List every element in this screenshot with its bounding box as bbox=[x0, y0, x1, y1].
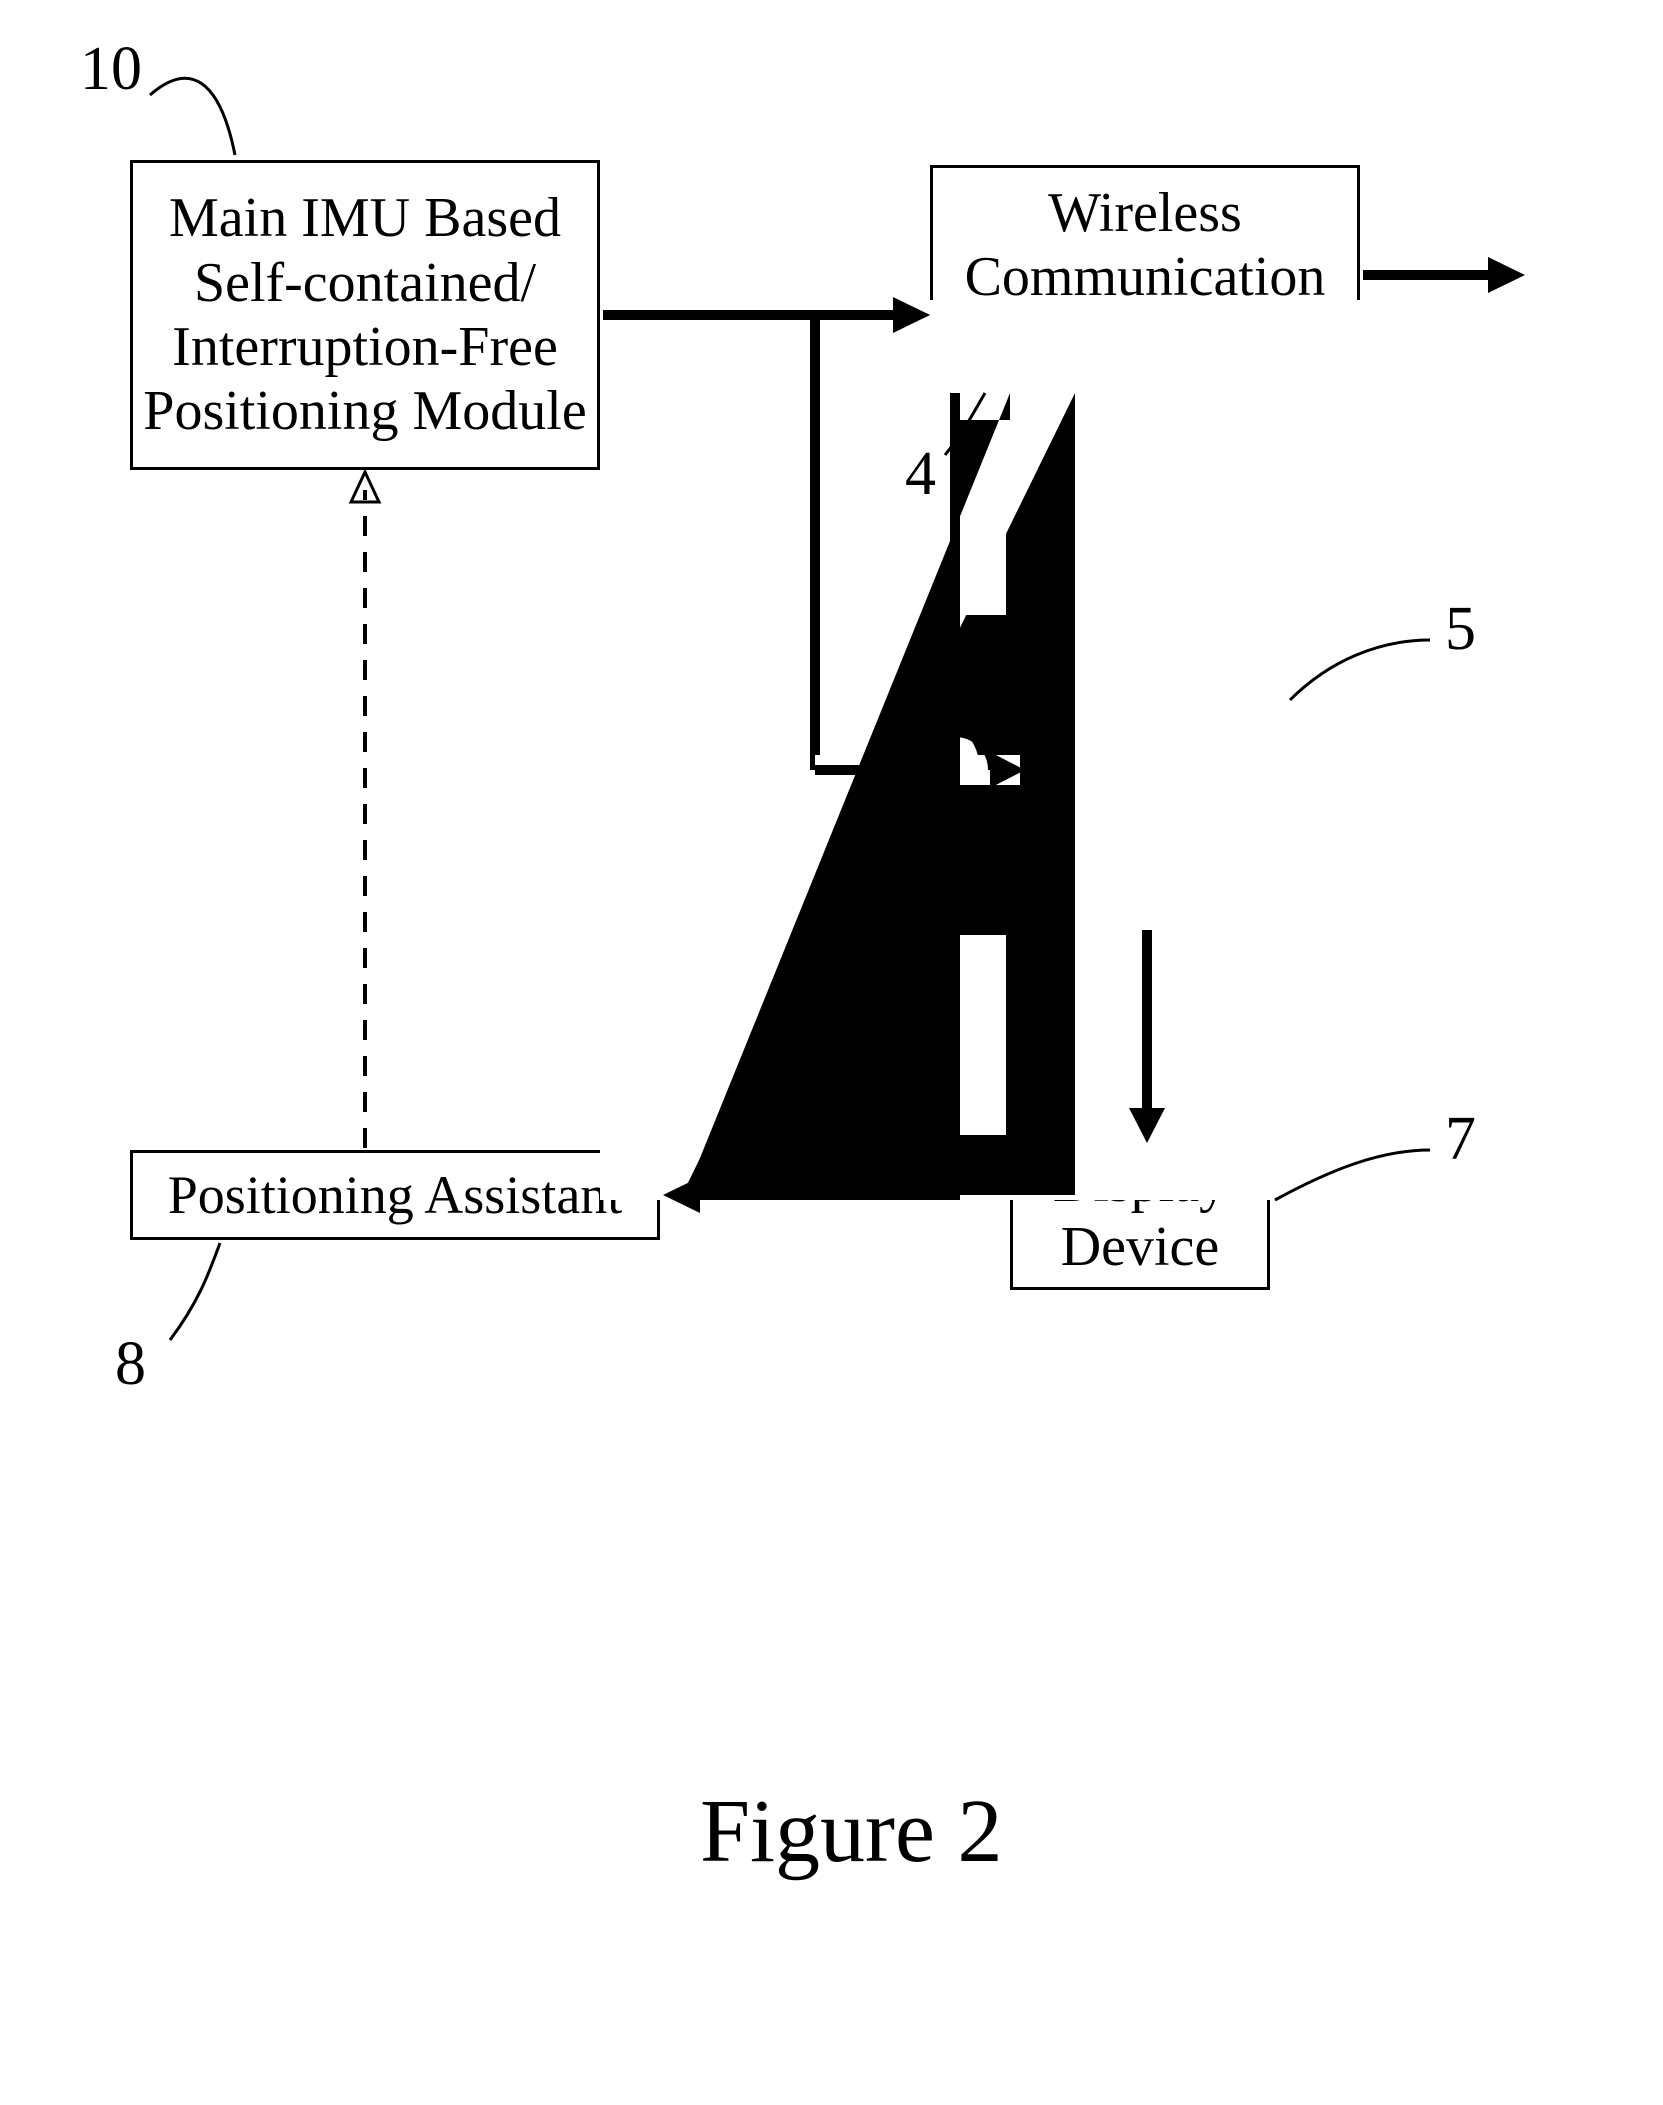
callout-leader-7 bbox=[1275, 1150, 1430, 1200]
callout-10: 10 bbox=[80, 35, 142, 103]
text-line: Device bbox=[1053, 1215, 1227, 1279]
node-posassist-text: Positioning Assistant bbox=[168, 1164, 623, 1226]
callout-leader-8 bbox=[170, 1243, 220, 1340]
callout-5: 5 bbox=[1445, 595, 1476, 663]
node-display: Display Device bbox=[1010, 1140, 1270, 1290]
text-line: Interruption-Free bbox=[143, 315, 586, 379]
node-wireless: Wireless Communication Device bbox=[930, 165, 1360, 390]
arrowhead bbox=[663, 1177, 700, 1213]
callout-8: 8 bbox=[115, 1330, 146, 1398]
node-display-text: Display Device bbox=[1053, 1151, 1227, 1280]
arrowhead bbox=[893, 297, 930, 333]
text-line: Database bbox=[1045, 785, 1250, 847]
node-imu: Main IMU Based Self-contained/ Interrupt… bbox=[130, 160, 600, 470]
diagram-canvas: Main IMU Based Self-contained/ Interrupt… bbox=[0, 0, 1663, 2105]
arrowhead-open bbox=[351, 472, 379, 502]
text-line: Main IMU Based bbox=[143, 186, 586, 250]
text-line: Positioning Module bbox=[143, 379, 586, 443]
text-line: Display bbox=[1053, 1151, 1227, 1215]
callout-7: 7 bbox=[1445, 1105, 1476, 1173]
node-imu-text: Main IMU Based Self-contained/ Interrupt… bbox=[143, 186, 586, 444]
text-line: Wireless bbox=[965, 181, 1326, 245]
edge-branch-bump bbox=[885, 730, 965, 770]
text-line: Self-contained/ bbox=[143, 251, 586, 315]
text-line: Communication bbox=[965, 245, 1326, 309]
callout-leader-10 bbox=[150, 78, 235, 155]
edge-wireless-to-positioning-assistant bbox=[760, 393, 1060, 430]
text-line: Device bbox=[965, 310, 1326, 374]
text-line: Map bbox=[1089, 721, 1192, 783]
text-line: Positioning Assistant bbox=[168, 1164, 623, 1226]
edge-wireless-to-posassist bbox=[682, 393, 1043, 1135]
node-wireless-text: Wireless Communication Device bbox=[965, 181, 1326, 374]
figure-caption: Figure 2 bbox=[700, 1780, 1002, 1883]
arrowhead bbox=[1488, 257, 1525, 293]
callout-leader-4 bbox=[945, 393, 985, 455]
edge-wireless-to-posassist bbox=[688, 393, 955, 1195]
node-positioning-assistant: Positioning Assistant bbox=[130, 1150, 660, 1240]
node-map-database: Map Database bbox=[1010, 620, 1285, 930]
arrowhead bbox=[1129, 1108, 1165, 1143]
edge-branch-bump-b bbox=[917, 732, 993, 770]
callout-4: 4 bbox=[905, 440, 936, 508]
callout-leader-5 bbox=[1290, 640, 1430, 700]
